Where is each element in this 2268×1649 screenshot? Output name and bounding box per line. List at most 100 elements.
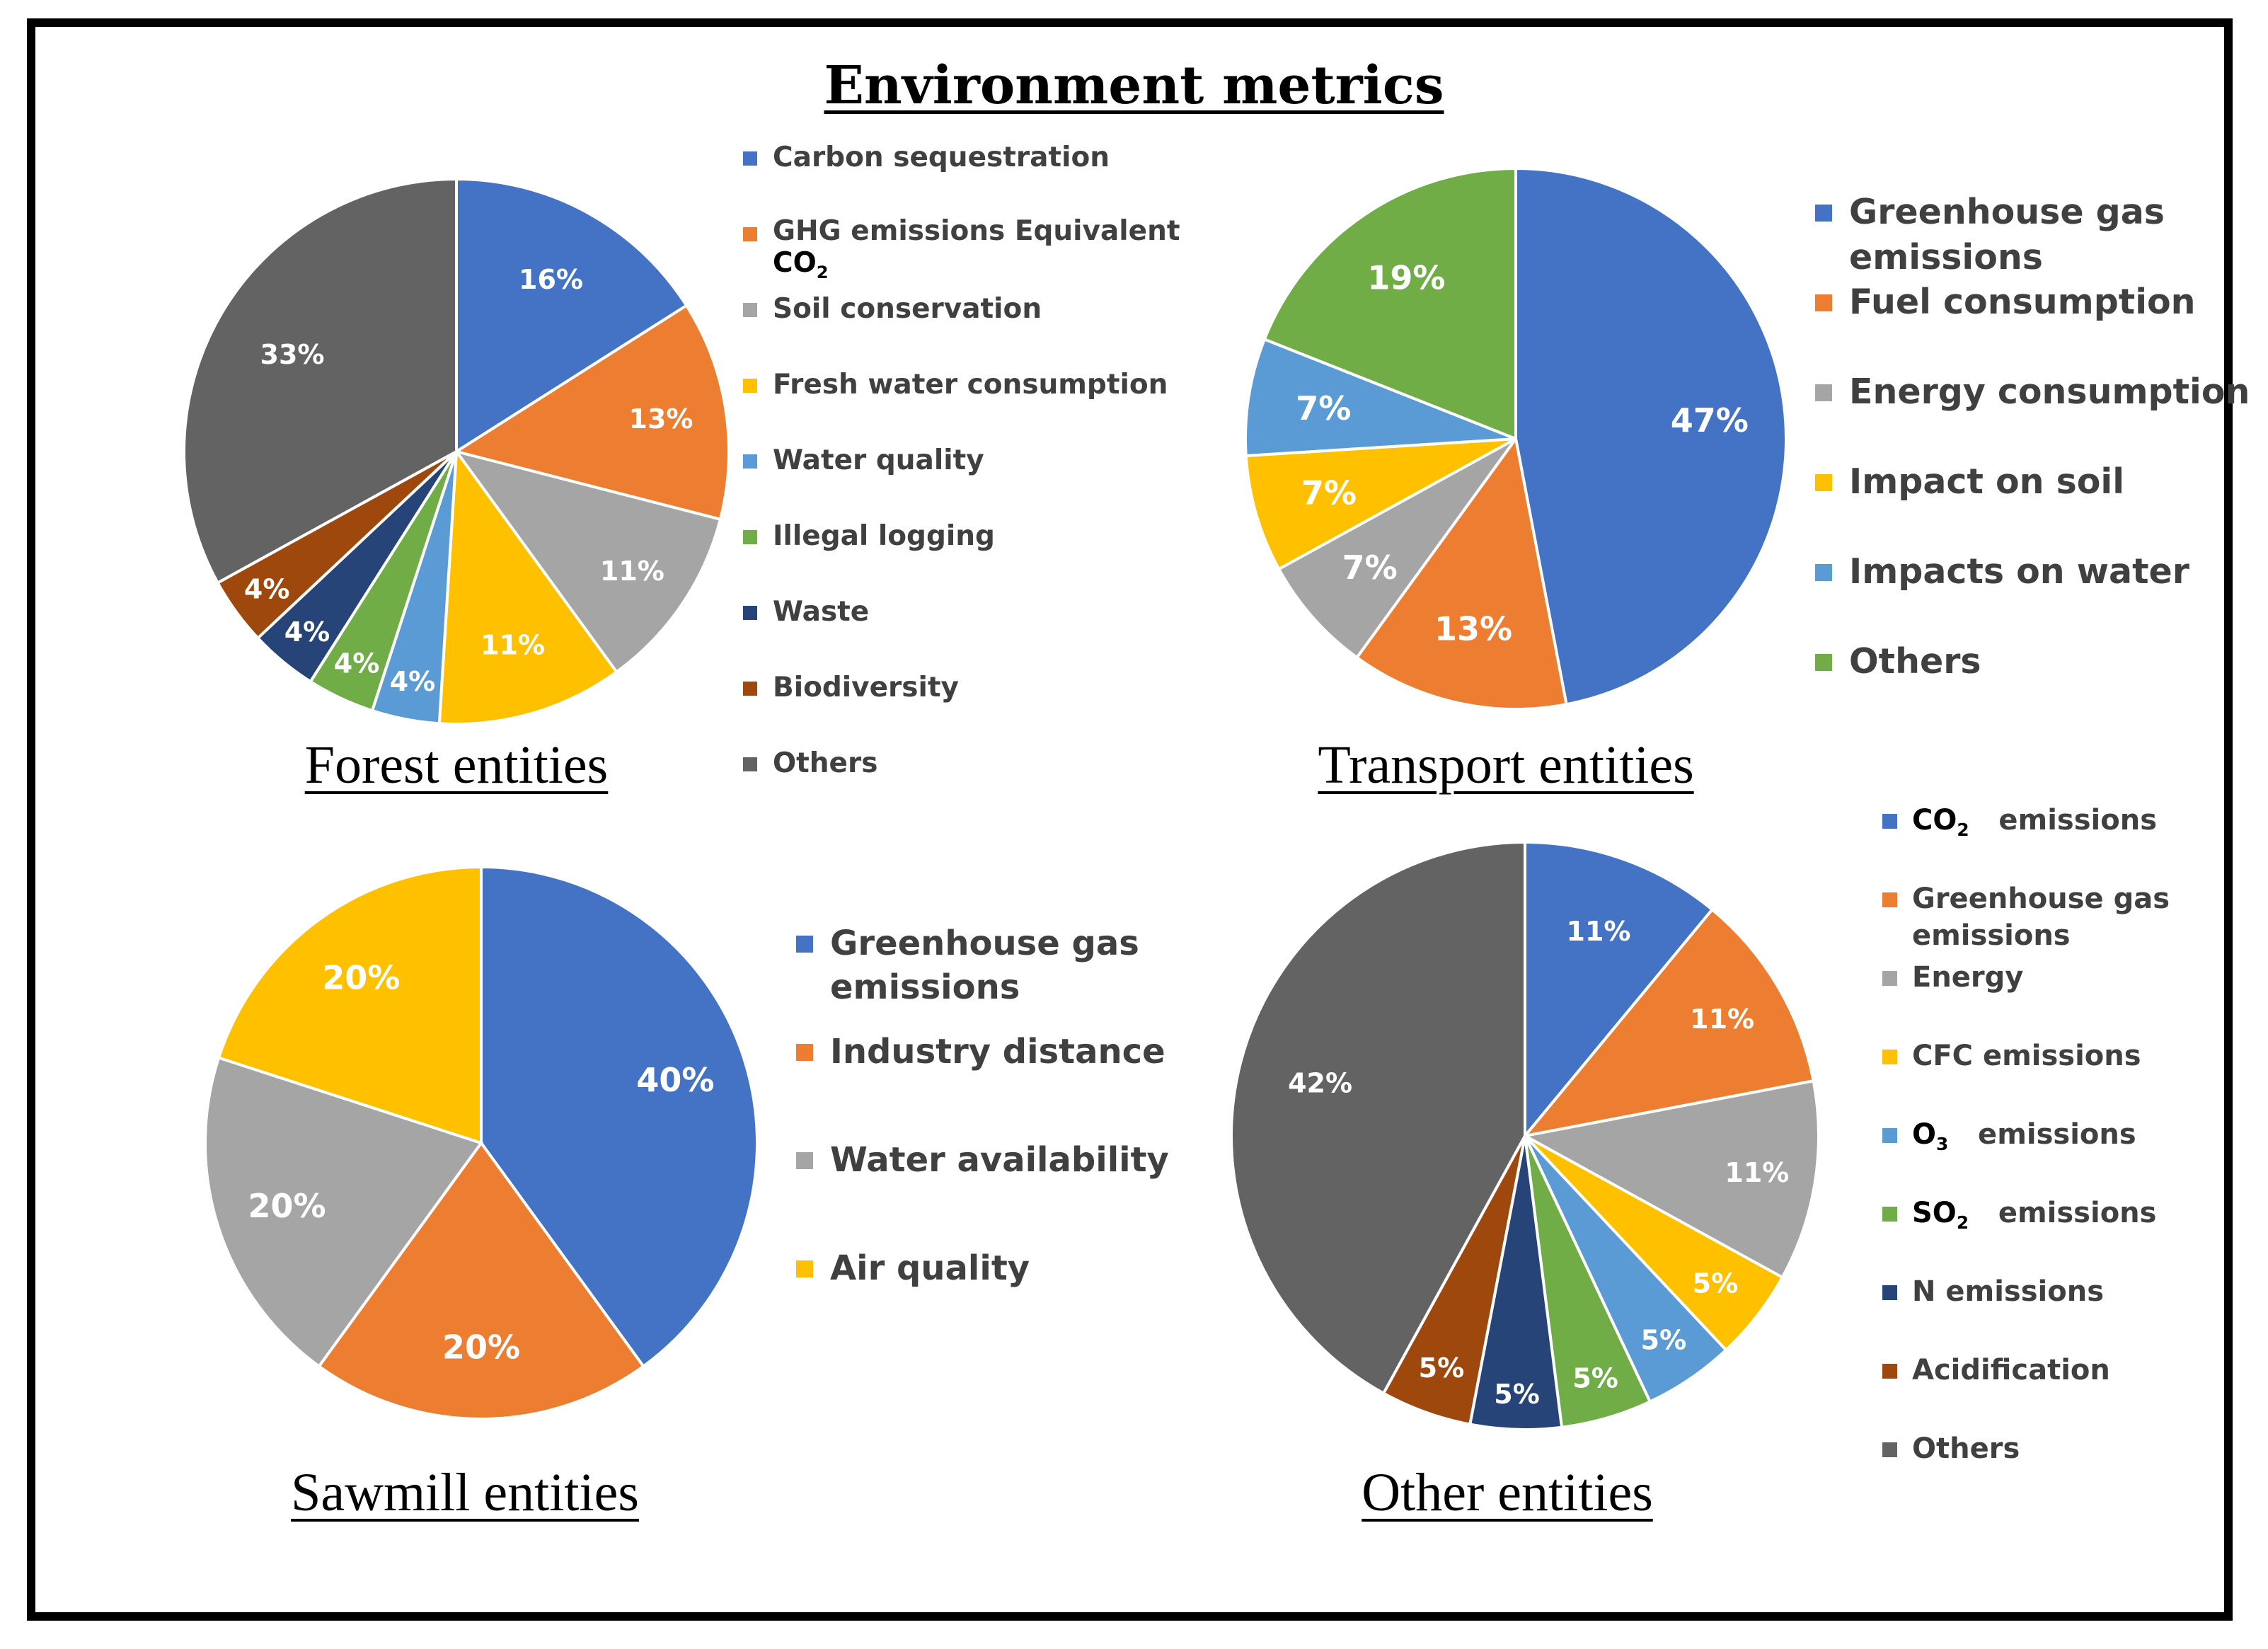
other-data-label-7: 5% bbox=[1494, 1379, 1540, 1410]
legend-label: Waste bbox=[773, 596, 870, 628]
other-data-label-3: 11% bbox=[1725, 1157, 1789, 1188]
sawmill-slice-1 bbox=[480, 865, 759, 1369]
legend-label: Impacts on water bbox=[1849, 551, 2189, 592]
legend-label: CO2 emissions bbox=[1912, 804, 2158, 840]
other-data-label-6: 5% bbox=[1572, 1363, 1618, 1394]
legend-label: Illegal logging bbox=[773, 520, 995, 552]
legend-swatch bbox=[1882, 813, 1897, 829]
legend-swatch bbox=[1882, 892, 1897, 907]
legend-swatch bbox=[1882, 1127, 1897, 1143]
legend-label: Carbon sequestration bbox=[773, 142, 1110, 173]
legend-label: Greenhouse gas emissions bbox=[830, 924, 1139, 1008]
sawmill-slice-3 bbox=[204, 1055, 484, 1369]
legend-label: Water availability bbox=[830, 1140, 1169, 1180]
legend-swatch bbox=[1815, 294, 1832, 311]
transport-slice-6 bbox=[1262, 166, 1517, 441]
forest-data-label-9: 33% bbox=[260, 339, 325, 370]
forest-data-label-5: 4% bbox=[390, 666, 436, 697]
legend-label: Biodiversity bbox=[773, 672, 959, 703]
legend-swatch bbox=[743, 227, 757, 242]
transport-data-label-2: 13% bbox=[1434, 609, 1512, 648]
other-slice-1 bbox=[1524, 840, 1715, 1140]
forest-slice-1 bbox=[455, 177, 689, 454]
other-data-label-4: 5% bbox=[1693, 1268, 1739, 1299]
transport-slice-5 bbox=[1244, 337, 1516, 458]
legend-swatch bbox=[743, 379, 757, 393]
forest-slice-4 bbox=[437, 447, 619, 725]
other-data-label-8: 5% bbox=[1419, 1352, 1465, 1384]
other-data-label-9: 42% bbox=[1288, 1068, 1352, 1099]
legend-label: Others bbox=[1912, 1432, 2020, 1465]
legend-label: Soil conservation bbox=[773, 293, 1042, 325]
legend-label: Others bbox=[773, 747, 878, 779]
transport-slice-4 bbox=[1244, 437, 1516, 571]
sawmill-data-label-1: 40% bbox=[636, 1061, 714, 1099]
forest-data-label-3: 11% bbox=[600, 556, 664, 587]
sawmill-slice-2 bbox=[316, 1140, 646, 1421]
forest-chart-title: Forest entities bbox=[304, 735, 609, 795]
legend-swatch bbox=[1815, 473, 1832, 491]
legend-label: CFC emissions bbox=[1912, 1040, 2141, 1072]
transport-slice-2 bbox=[1354, 435, 1568, 711]
legend-label: Industry distance bbox=[830, 1032, 1165, 1071]
legend-swatch bbox=[1882, 1442, 1897, 1457]
forest-data-label-6: 4% bbox=[334, 648, 380, 679]
sawmill-pie: 40% 20% 20% 20% bbox=[204, 865, 759, 1421]
legend-swatch bbox=[743, 757, 757, 772]
forest-data-label-8: 4% bbox=[244, 574, 290, 605]
other-slice-3 bbox=[1521, 1079, 1820, 1280]
legend-label: Air quality bbox=[830, 1248, 1030, 1288]
sawmill-slice-4 bbox=[217, 865, 483, 1145]
legend-swatch bbox=[743, 682, 757, 696]
legend-label: Acidification bbox=[1912, 1354, 2110, 1386]
transport-data-label-4: 7% bbox=[1301, 474, 1357, 512]
legend-swatch bbox=[796, 1044, 813, 1062]
main-title: Environment metrics bbox=[824, 55, 1444, 116]
legend-label: Fuel consumption bbox=[1849, 282, 2196, 322]
legend-label: Impact on soil bbox=[1849, 461, 2124, 502]
legend-label: Water quality bbox=[773, 444, 984, 476]
legend-label: Greenhouse gas emissions bbox=[1849, 192, 2165, 277]
legend-swatch bbox=[1815, 653, 1832, 671]
legend-label: O3 emissions bbox=[1912, 1118, 2136, 1154]
forest-data-label-1: 16% bbox=[519, 264, 583, 295]
transport-data-label-6: 19% bbox=[1367, 259, 1445, 297]
transport-data-label-1: 47% bbox=[1671, 401, 1749, 439]
legend-label: Energy bbox=[1912, 961, 2024, 994]
other-chart-title: Other entities bbox=[1362, 1463, 1653, 1522]
legend-swatch bbox=[743, 454, 757, 469]
legend-label: GHG emissions Equivalent CO2 bbox=[773, 215, 1180, 282]
legend-swatch bbox=[1882, 1285, 1897, 1300]
other-data-label-2: 11% bbox=[1690, 1004, 1754, 1035]
legend-label: SO2 emissions bbox=[1912, 1197, 2157, 1233]
legend-swatch bbox=[743, 530, 757, 545]
legend-swatch bbox=[796, 936, 813, 953]
legend-label: Others bbox=[1849, 641, 1981, 682]
legend-swatch bbox=[743, 303, 757, 318]
legend-swatch bbox=[1815, 204, 1832, 222]
legend-swatch bbox=[1882, 970, 1897, 986]
transport-data-label-5: 7% bbox=[1296, 389, 1351, 427]
legend-swatch bbox=[1882, 1206, 1897, 1222]
other-data-label-5: 5% bbox=[1641, 1324, 1687, 1355]
sawmill-data-label-3: 20% bbox=[248, 1187, 326, 1225]
transport-data-label-3: 7% bbox=[1342, 548, 1398, 587]
transport-pie: 47% 13% 7% 7% 7% 19% bbox=[1244, 166, 1788, 711]
legend-label: N emissions bbox=[1912, 1275, 2105, 1308]
sawmill-data-label-4: 20% bbox=[322, 959, 400, 997]
transport-chart-title: Transport entities bbox=[1318, 735, 1694, 795]
legend-swatch bbox=[1815, 384, 1832, 401]
sawmill-data-label-2: 20% bbox=[442, 1328, 520, 1367]
forest-data-label-2: 13% bbox=[629, 403, 693, 435]
forest-data-label-7: 4% bbox=[284, 616, 330, 648]
legend-swatch bbox=[796, 1260, 813, 1278]
legend-swatch bbox=[796, 1152, 813, 1170]
other-slice-2 bbox=[1521, 907, 1815, 1139]
legend-label: Fresh water consumption bbox=[773, 369, 1168, 401]
legend-swatch bbox=[1882, 1049, 1897, 1064]
other-slice-9 bbox=[1230, 840, 1526, 1396]
legend-swatch bbox=[1882, 1363, 1897, 1379]
transport-slice-1 bbox=[1514, 166, 1788, 706]
forest-pie: 16%13%11%11%4%4%4%4%33% bbox=[183, 177, 730, 725]
